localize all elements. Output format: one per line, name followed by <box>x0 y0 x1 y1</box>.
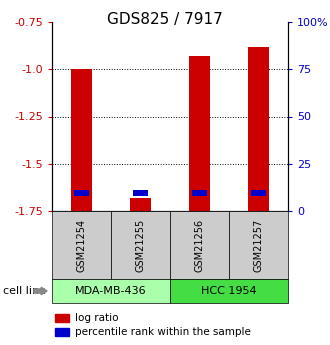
Text: GSM21254: GSM21254 <box>77 218 86 272</box>
Bar <box>74 190 89 196</box>
Text: HCC 1954: HCC 1954 <box>201 286 257 296</box>
Bar <box>192 190 207 196</box>
Text: GSM21256: GSM21256 <box>194 218 205 272</box>
Text: MDA-MB-436: MDA-MB-436 <box>75 286 147 296</box>
Text: percentile rank within the sample: percentile rank within the sample <box>75 327 251 337</box>
Bar <box>133 190 148 196</box>
Bar <box>248 47 269 211</box>
Text: GDS825 / 7917: GDS825 / 7917 <box>107 12 223 27</box>
Bar <box>189 56 210 211</box>
Text: cell line: cell line <box>3 286 46 296</box>
Text: GSM21257: GSM21257 <box>253 218 263 272</box>
Text: GSM21255: GSM21255 <box>136 218 146 272</box>
Bar <box>251 190 266 196</box>
Text: log ratio: log ratio <box>75 313 118 323</box>
Bar <box>71 69 92 211</box>
Bar <box>130 198 151 211</box>
